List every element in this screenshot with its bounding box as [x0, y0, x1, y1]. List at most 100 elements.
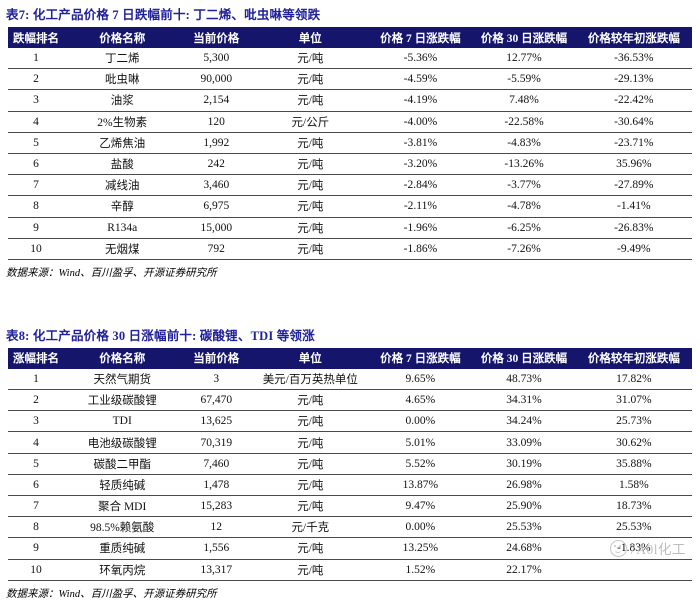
table-cell: 0.00%: [368, 516, 473, 539]
table-cell: 34.24%: [472, 410, 576, 433]
table-cell: 3: [8, 89, 65, 112]
table-cell: 2: [8, 389, 65, 412]
table-cell: 1: [8, 48, 65, 70]
table-cell: 1,556: [180, 537, 253, 560]
table-cell: 4: [8, 111, 65, 133]
table-cell: -4.59%: [368, 68, 473, 91]
table-row: 2 工业级碳酸锂 67,470 元/吨 4.65% 34.31% 31.07%: [8, 389, 692, 412]
table-cell: 环氧丙烷: [64, 559, 181, 581]
table-cell: 元/吨: [252, 431, 369, 454]
table-cell: 元/公斤: [252, 111, 369, 133]
table-cell: 盐酸: [64, 153, 181, 176]
table-cell: 7: [8, 495, 65, 518]
table-cell: 元/吨: [252, 153, 369, 176]
table-cell: -27.89%: [575, 174, 692, 197]
table-cell: 碳酸二甲酯: [64, 453, 181, 475]
table-cell: 8: [8, 516, 65, 539]
table-row: 9 R134a 15,000 元/吨 -1.96% -6.25% -26.83%: [8, 217, 692, 239]
table-cell: 10: [8, 559, 65, 581]
table-cell: 9.47%: [368, 495, 473, 518]
table-cell: 辛醇: [64, 195, 181, 218]
table-cell: 元/千克: [252, 516, 369, 539]
table-cell: 5.01%: [368, 431, 473, 454]
table-cell: 5: [8, 453, 65, 475]
table-row: 6 盐酸 242 元/吨 -3.20% -13.26% 35.96%: [8, 153, 692, 176]
table-cell: 0.00%: [368, 410, 473, 433]
table-cell: 乙烯焦油: [64, 132, 181, 154]
table-cell: 3,460: [180, 174, 253, 197]
table-row: 9 重质纯碱 1,556 元/吨 13.25% 24.68% -1.83%: [8, 537, 692, 560]
table-row: 10 环氧丙烷 13,317 元/吨 1.52% 22.17%: [8, 559, 692, 581]
table-cell: 48.73%: [472, 368, 576, 391]
table-cell: 5: [8, 132, 65, 154]
table-cell: 3: [180, 368, 253, 391]
table-cell: 34.31%: [472, 389, 576, 412]
table-cell: 792: [180, 238, 253, 260]
table-cell: 美元/百万英热单位: [252, 368, 369, 391]
table-cell: 9: [8, 217, 65, 239]
table-cell: R134a: [64, 217, 181, 239]
table-cell: -3.81%: [368, 132, 473, 154]
table-cell: 元/吨: [252, 174, 369, 197]
table-cell: 元/吨: [252, 238, 369, 260]
table-cell: -9.49%: [575, 238, 692, 260]
table-cell: 13,625: [180, 410, 253, 433]
table-cell: 丁二烯: [64, 48, 181, 70]
table-cell: 6: [8, 153, 65, 176]
column-header: 价格 30 日涨跌幅: [472, 27, 576, 48]
table-cell: 1,478: [180, 474, 253, 497]
table-cell: 元/吨: [252, 89, 369, 112]
table-cell: 2: [8, 68, 65, 91]
column-header: 价格 30 日涨跌幅: [472, 347, 576, 369]
table-cell: 8: [8, 195, 65, 218]
table-cell: 25.90%: [472, 495, 576, 518]
column-header: 价格名称: [64, 347, 181, 369]
table-cell: TDI: [64, 410, 181, 433]
table-cell: -1.86%: [368, 238, 473, 260]
table-cell: 35.96%: [575, 153, 692, 176]
table-cell: 30.19%: [472, 453, 576, 475]
table-cell: 元/吨: [252, 195, 369, 218]
table-row: 5 乙烯焦油 1,992 元/吨 -3.81% -4.83% -23.71%: [8, 132, 692, 154]
table-cell: 聚合 MDI: [64, 495, 181, 518]
table-cell: 2%生物素: [64, 111, 181, 133]
table-cell: 10: [8, 238, 65, 260]
table-cell: 5.52%: [368, 453, 473, 475]
table-cell: 1.58%: [575, 474, 692, 497]
table-row: 1 天然气期货 3 美元/百万英热单位 9.65% 48.73% 17.82%: [8, 368, 692, 391]
table-cell: 25.73%: [575, 410, 692, 433]
table7-source-note: 数据来源：Wind、百川盈孚、开源证券研究所: [6, 267, 217, 279]
table-cell: 26.98%: [472, 474, 576, 497]
table8-section: 表8: 化工产品价格 30 日涨幅前十: 碳酸锂、TDI 等领涨 涨幅排名 价格名…: [0, 321, 700, 601]
column-header: 当前价格: [180, 27, 253, 48]
table-cell: -2.84%: [368, 174, 473, 197]
table-cell: 元/吨: [252, 410, 369, 433]
table-cell: -3.77%: [472, 174, 576, 197]
table-cell: 120: [180, 111, 253, 133]
table-row: 4 电池级碳酸锂 70,319 元/吨 5.01% 33.09% 30.62%: [8, 431, 692, 454]
table7-title: 表7: 化工产品价格 7 日跌幅前十: 丁二烯、吡虫啉等领跌: [6, 8, 321, 22]
table-cell: 元/吨: [252, 68, 369, 91]
table7-body: 1 丁二烯 5,300 元/吨 -5.36% 12.77% -36.53% 2 吡虫啉 90,00…: [8, 48, 692, 260]
table-cell: 电池级碳酸锂: [64, 431, 181, 454]
table-cell: -4.83%: [472, 132, 576, 154]
table-cell: 元/吨: [252, 453, 369, 475]
table-cell: -3.20%: [368, 153, 473, 176]
table-cell: -26.83%: [575, 217, 692, 239]
table-cell: -6.25%: [472, 217, 576, 239]
table-cell: 15,283: [180, 495, 253, 518]
table-cell: 9.65%: [368, 368, 473, 391]
table-row: 3 TDI 13,625 元/吨 0.00% 34.24% 25.73%: [8, 410, 692, 433]
table-cell: 轻质纯碱: [64, 474, 181, 497]
table-cell: 1,992: [180, 132, 253, 154]
table-cell: 天然气期货: [64, 368, 181, 391]
table-cell: 3: [8, 410, 65, 433]
table-row: 5 碳酸二甲酯 7,460 元/吨 5.52% 30.19% 35.88%: [8, 453, 692, 475]
table-cell: 33.09%: [472, 431, 576, 454]
table8-title: 表8: 化工产品价格 30 日涨幅前十: 碳酸锂、TDI 等领涨: [6, 328, 315, 343]
column-header: 价格较年初涨跌幅: [575, 27, 692, 48]
table-cell: -4.00%: [368, 111, 473, 133]
column-header: 跌幅排名: [8, 27, 65, 48]
table7-section: 表7: 化工产品价格 7 日跌幅前十: 丁二烯、吡虫啉等领跌 跌幅排名 价格名称当…: [0, 0, 700, 280]
table-cell: 98.5%赖氨酸: [64, 516, 181, 539]
